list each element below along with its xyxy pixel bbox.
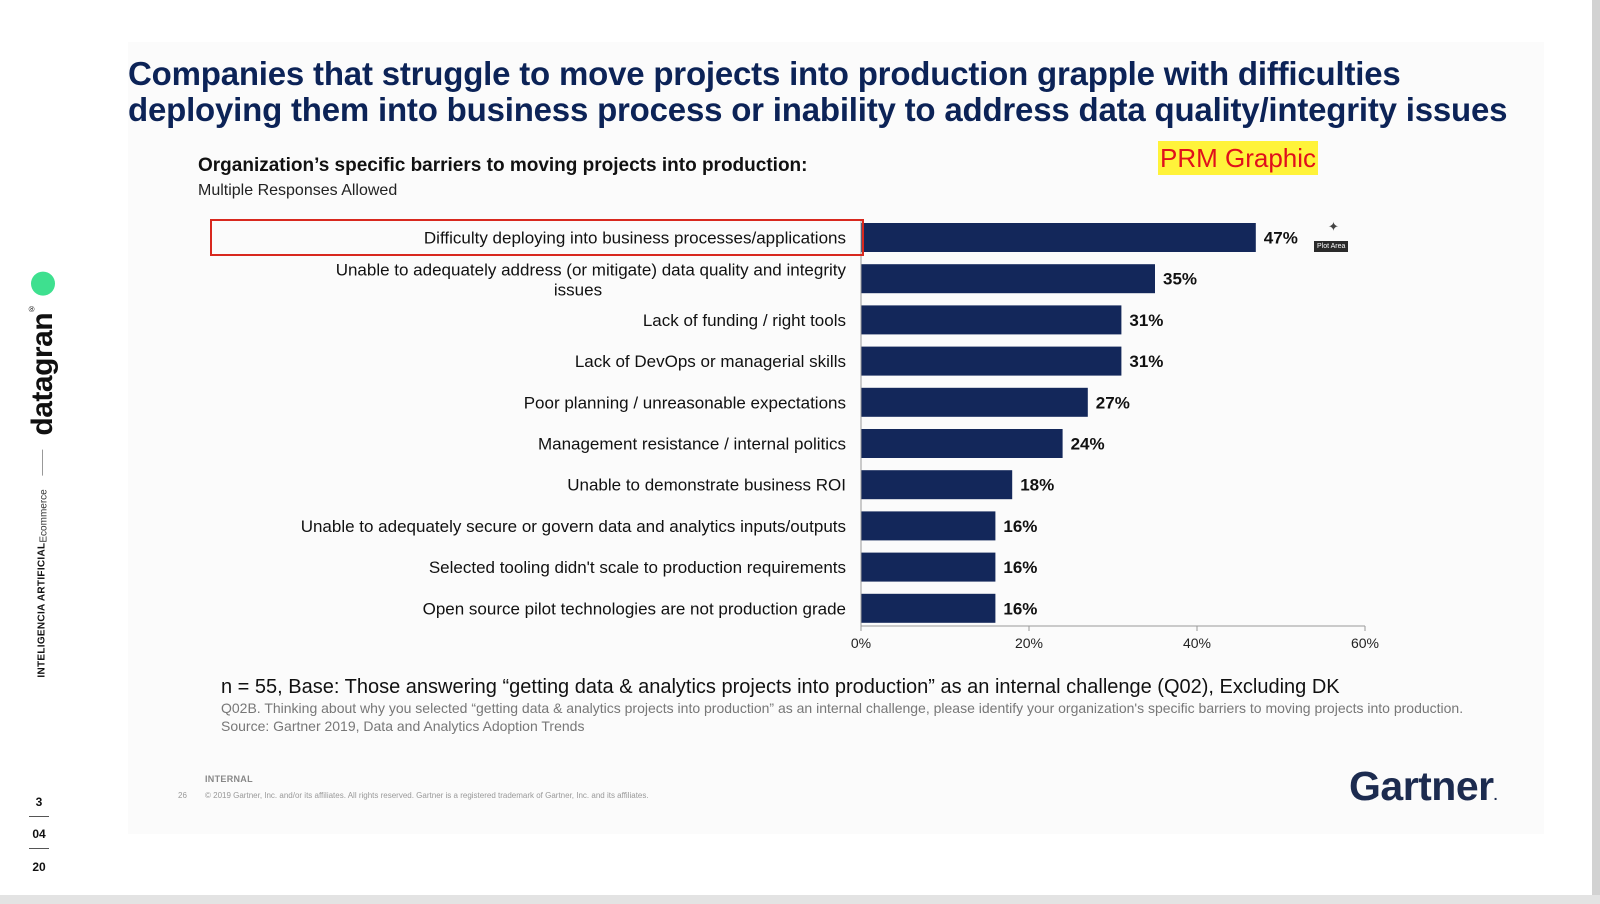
category-label: Open source pilot technologies are not p… xyxy=(423,599,846,618)
bar-value-label: 18% xyxy=(1020,476,1054,495)
x-tick-label: 60% xyxy=(1351,635,1379,651)
slide-title-line-2: deploying them into business process or … xyxy=(128,91,1508,128)
footnote-question: Q02B. Thinking about why you selected “g… xyxy=(221,700,1464,716)
category-label: Unable to adequately address (or mitigat… xyxy=(336,261,847,280)
bar xyxy=(861,387,1088,417)
bar xyxy=(861,429,1063,458)
bar-value-label: 16% xyxy=(1003,558,1037,577)
chart-heading: Organization’s specific barriers to movi… xyxy=(198,155,808,176)
bar xyxy=(861,552,996,582)
category-label: Difficulty deploying into business proce… xyxy=(424,229,846,248)
bar xyxy=(861,593,996,623)
category-label: Poor planning / unreasonable expectation… xyxy=(524,393,846,412)
cursor-sparkle-icon: ✦ xyxy=(1328,219,1339,234)
slide-title-line-1: Companies that struggle to move projects… xyxy=(128,55,1401,92)
date-day: 3 xyxy=(35,795,43,809)
bar xyxy=(861,346,1122,376)
x-tick-label: 0% xyxy=(851,635,871,651)
internal-label: INTERNAL xyxy=(205,774,253,784)
plot-area-marker[interactable]: ✦ Plot Area xyxy=(1314,219,1356,259)
slide-title: Companies that struggle to move projects… xyxy=(128,56,1568,128)
bar xyxy=(861,470,1013,500)
gartner-logo-text: Gartner xyxy=(1349,763,1494,809)
footnote-base: n = 55, Base: Those answering “getting d… xyxy=(221,676,1340,698)
category-label: Selected tooling didn't scale to product… xyxy=(429,558,846,577)
bar-value-label: 47% xyxy=(1264,229,1298,248)
category-label: issues xyxy=(554,281,602,300)
bar-value-label: 31% xyxy=(1129,352,1163,371)
sidebar: INTELIGENCIA ARTIFICIAL Ecommerce datagr… xyxy=(0,0,80,895)
category-label: Lack of funding / right tools xyxy=(643,311,846,330)
window-edge-bottom xyxy=(0,895,1600,904)
bar xyxy=(861,511,996,541)
x-tick-label: 20% xyxy=(1015,635,1043,651)
bar-value-label: 27% xyxy=(1096,393,1130,412)
x-tick-label: 40% xyxy=(1183,635,1211,651)
bar-value-label: 16% xyxy=(1003,599,1037,618)
chart-subheading: Multiple Responses Allowed xyxy=(198,182,398,199)
highlight-box xyxy=(210,219,864,256)
bar-value-label: 24% xyxy=(1071,435,1105,454)
bar xyxy=(861,223,1256,252)
copyright-notice: © 2019 Gartner, Inc. and/or its affiliat… xyxy=(205,791,649,800)
bar-value-label: 35% xyxy=(1163,270,1197,289)
plot-area-tooltip: Plot Area xyxy=(1314,241,1349,252)
prm-graphic-badge: PRM Graphic xyxy=(1158,141,1319,175)
date-divider xyxy=(29,848,49,849)
slide-number: 26 xyxy=(178,791,187,800)
category-label: Lack of DevOps or managerial skills xyxy=(575,352,846,371)
date-year: 20 xyxy=(32,860,46,874)
bar xyxy=(861,264,1155,294)
gartner-logo-dot: . xyxy=(1493,787,1498,803)
gartner-logo: Gartner. xyxy=(1349,763,1498,810)
date-divider xyxy=(29,816,49,817)
bar-value-label: 16% xyxy=(1003,517,1037,536)
category-label: Unable to demonstrate business ROI xyxy=(567,476,846,495)
bar-value-label: 31% xyxy=(1129,311,1163,330)
category-label: Unable to adequately secure or govern da… xyxy=(301,517,846,536)
window-edge-right xyxy=(1592,0,1600,895)
bar xyxy=(861,305,1122,335)
category-label: Management resistance / internal politic… xyxy=(538,435,846,454)
footnote-source: Source: Gartner 2019, Data and Analytics… xyxy=(221,718,585,734)
date-month: 04 xyxy=(32,827,46,841)
